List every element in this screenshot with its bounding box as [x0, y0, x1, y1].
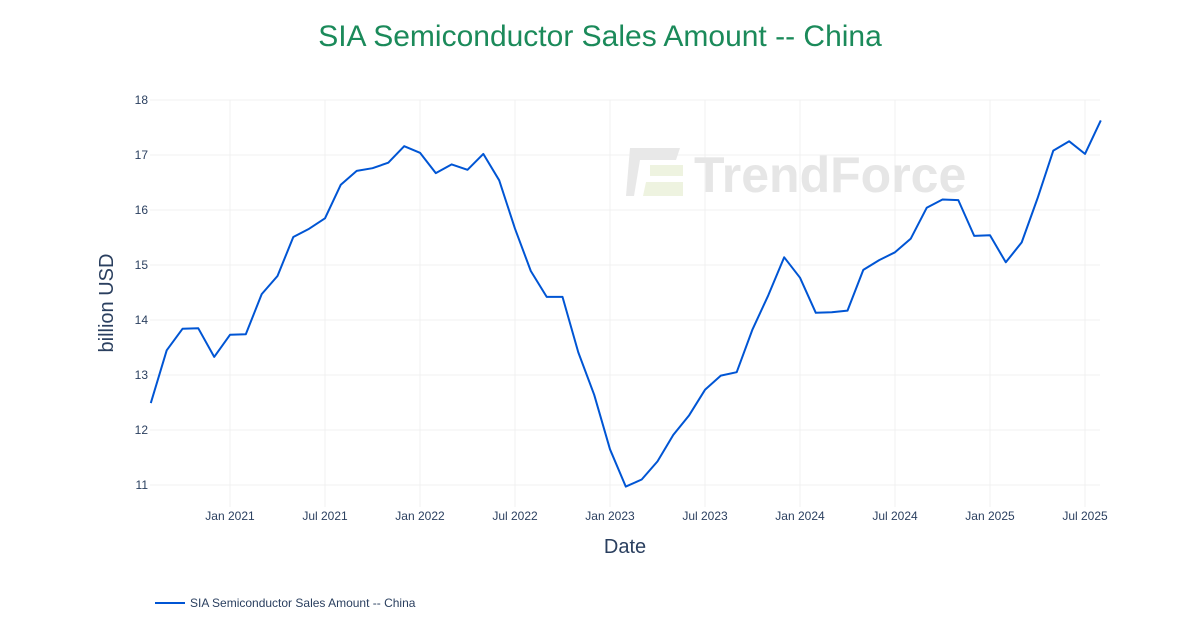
svg-text:18: 18 [135, 93, 149, 107]
svg-text:Jul 2024: Jul 2024 [872, 509, 918, 523]
grid-lines [150, 99, 1100, 507]
svg-text:15: 15 [135, 258, 149, 272]
watermark-text: TrendForce [694, 147, 966, 203]
svg-text:Jan 2023: Jan 2023 [585, 509, 635, 523]
legend-line-swatch-icon [155, 602, 185, 604]
legend-label: SIA Semiconductor Sales Amount -- China [190, 596, 416, 610]
svg-text:Jan 2025: Jan 2025 [965, 509, 1015, 523]
x-axis-label: Date [604, 536, 646, 558]
y-axis-label: billion USD [96, 254, 118, 353]
svg-text:11: 11 [136, 478, 149, 492]
svg-text:Jul 2021: Jul 2021 [302, 509, 348, 523]
svg-text:12: 12 [135, 423, 149, 437]
svg-text:Jan 2021: Jan 2021 [205, 509, 255, 523]
svg-text:Jul 2022: Jul 2022 [492, 509, 538, 523]
svg-text:16: 16 [135, 203, 149, 217]
svg-text:17: 17 [135, 148, 149, 162]
svg-text:13: 13 [135, 368, 149, 382]
svg-text:Jul 2023: Jul 2023 [682, 509, 728, 523]
svg-text:Jan 2024: Jan 2024 [775, 509, 825, 523]
svg-text:14: 14 [135, 313, 149, 327]
watermark-logo: TrendForce [626, 147, 966, 203]
svg-text:Jan 2022: Jan 2022 [395, 509, 445, 523]
chart-title: SIA Semiconductor Sales Amount -- China [318, 20, 882, 53]
svg-text:Jul 2025: Jul 2025 [1062, 509, 1108, 523]
y-axis-ticks: 11 12 13 14 15 16 17 18 [135, 93, 149, 492]
x-axis-ticks: Jan 2021 Jul 2021 Jan 2022 Jul 2022 Jan 2023… [205, 509, 1108, 523]
legend-item[interactable]: SIA Semiconductor Sales Amount -- China [155, 596, 415, 610]
series-line [149, 119, 1102, 488]
